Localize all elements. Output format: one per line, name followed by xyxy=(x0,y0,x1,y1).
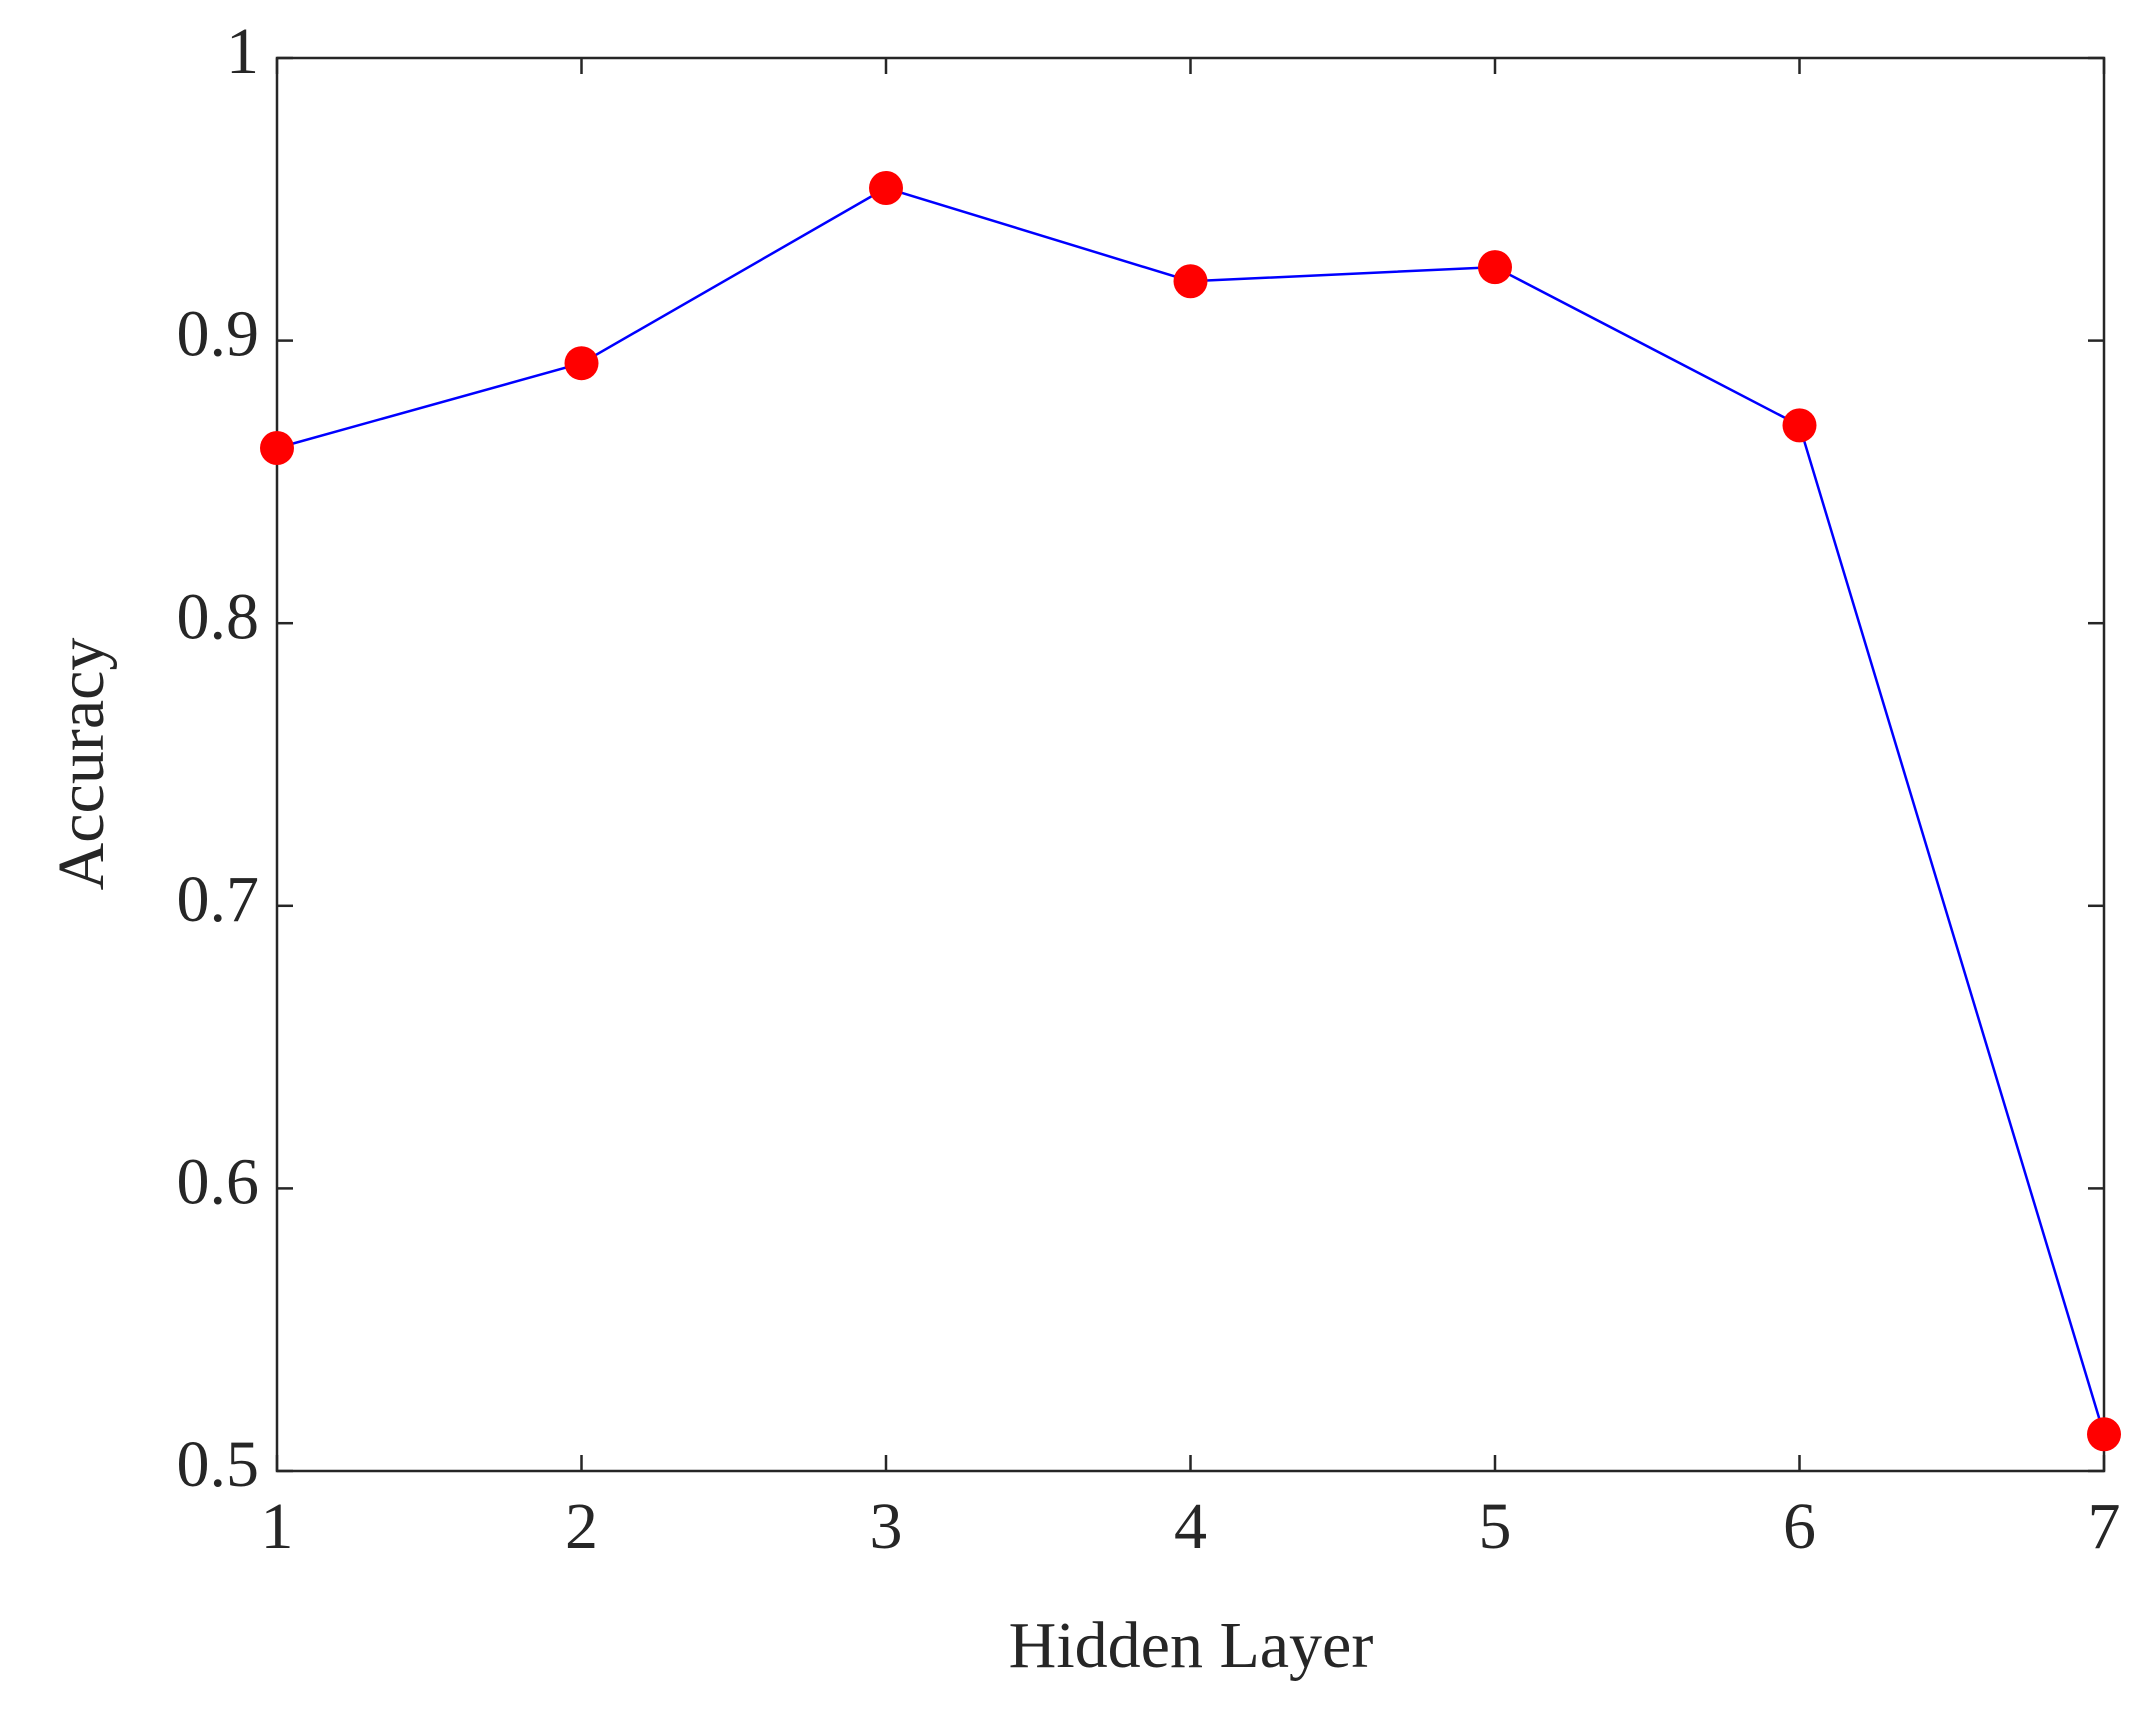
data-point xyxy=(2087,1417,2121,1452)
x-tick-label: 1 xyxy=(261,1490,294,1563)
data-line xyxy=(276,186,2106,1435)
x-tick-label: 6 xyxy=(1783,1490,1816,1563)
data-point xyxy=(564,346,599,381)
y-tick-label: 1 xyxy=(226,15,259,88)
data-point xyxy=(869,170,903,205)
data-point xyxy=(1478,250,1512,285)
y-tick-label: 0.5 xyxy=(177,1428,260,1501)
x-tick-label: 5 xyxy=(1479,1490,1512,1563)
data-point xyxy=(260,430,294,465)
y-tick-label: 0.6 xyxy=(177,1146,260,1219)
y-tick-label: 0.9 xyxy=(177,298,260,371)
x-tick-label: 4 xyxy=(1174,1490,1207,1563)
x-tick-label: 3 xyxy=(870,1490,903,1563)
data-point xyxy=(1782,408,1817,443)
x-tick-label: 7 xyxy=(2088,1490,2121,1563)
x-tick-label: 2 xyxy=(565,1490,598,1563)
data-point xyxy=(1173,264,1208,299)
y-axis-label: Accuracy xyxy=(45,638,118,891)
x-axis-label: Hidden Layer xyxy=(1009,1609,1374,1682)
y-tick-label: 0.7 xyxy=(177,863,260,936)
y-tick-label: 0.8 xyxy=(177,580,260,653)
